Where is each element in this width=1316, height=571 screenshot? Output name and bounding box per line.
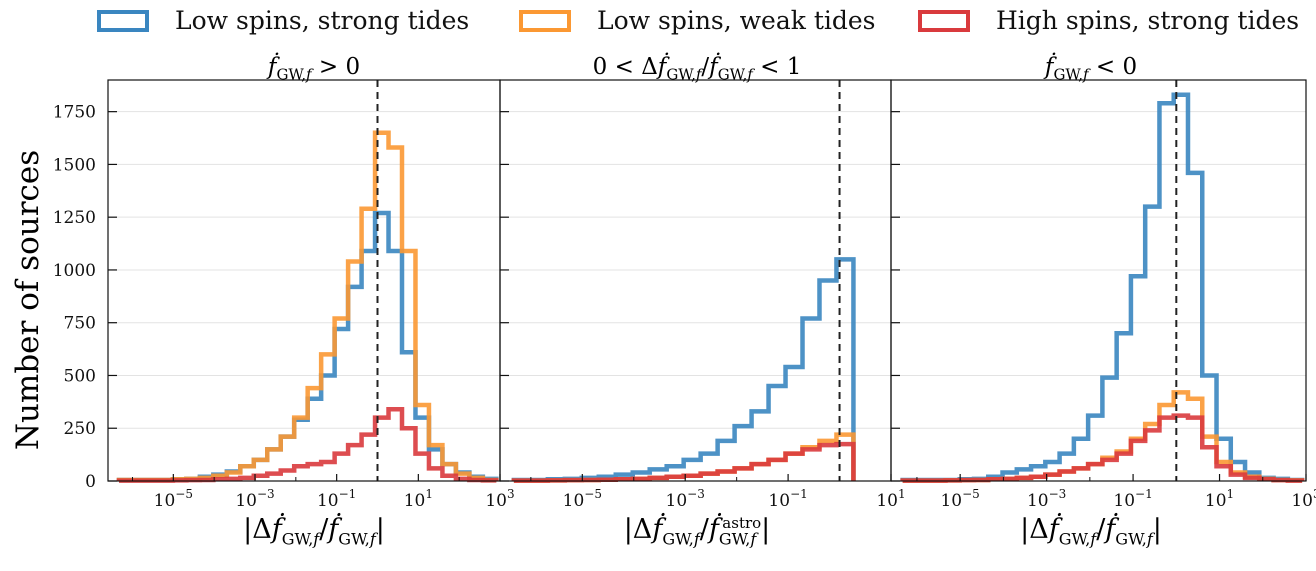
y-tick-label: 1500 [53, 155, 96, 175]
panel-3-frame [890, 79, 1307, 482]
x-tick-label: 10−5 [563, 487, 602, 511]
y-tick-label: 750 [64, 314, 96, 334]
y-tick-label: 250 [64, 419, 96, 439]
panel-2-xlabel: |ΔḟGW,f/ḟGW,fastro| [623, 514, 771, 549]
histogram-series-2 [116, 130, 499, 483]
x-tick-label: 10−5 [940, 487, 979, 511]
x-tick-label: 10−3 [666, 487, 705, 511]
panel-1-xlabel: |ΔḟGW,f/ḟGW,f| [243, 514, 385, 549]
x-tick-label: 101 [404, 487, 433, 511]
histogram-series-3 [116, 406, 499, 483]
panel-3-title: ḟGW,f < 0 [1044, 54, 1138, 84]
legend-label: Low spins, strong tides [175, 6, 470, 35]
legend-item-high-spins-strong-tides[interactable]: High spins, strong tides [918, 6, 1299, 35]
histogram-series-1 [900, 92, 1305, 483]
x-tick-label: 10−1 [1113, 487, 1152, 511]
y-tick-label: 1000 [53, 261, 96, 281]
legend-item-low-spins-strong-tides[interactable]: Low spins, strong tides [97, 6, 469, 35]
panel-1-title: ḟGW,f > 0 [267, 54, 361, 84]
x-tick-label: 103 [485, 487, 514, 511]
histogram-series-3 [900, 413, 1305, 483]
x-tick-label: 10−3 [235, 487, 274, 511]
legend-label: Low spins, weak tides [597, 6, 876, 35]
legend-swatch-orange [519, 9, 571, 32]
x-tick-label: 103 [1291, 487, 1316, 511]
legend-swatch-red [918, 9, 970, 32]
y-tick-label: 1750 [53, 103, 96, 123]
legend: Low spins, strong tides Low spins, weak … [0, 0, 1316, 44]
x-tick-label: 10−1 [317, 487, 356, 511]
x-tick-label: 10−5 [154, 487, 193, 511]
panel-2-title: 0 < ΔḟGW,f/ḟGW,f < 1 [592, 54, 802, 84]
legend-item-low-spins-weak-tides[interactable]: Low spins, weak tides [519, 6, 876, 35]
histogram-series-1 [116, 210, 499, 483]
x-tick-label: 10−1 [768, 487, 807, 511]
x-tick-label: 101 [1205, 487, 1234, 511]
x-tick-label: 101 [876, 487, 905, 511]
panel-3-xlabel: |ΔḟGW,f/ḟGW,f| [1020, 514, 1162, 549]
x-tick-label: 10−3 [1027, 487, 1066, 511]
y-tick-label: 0 [85, 472, 96, 492]
legend-swatch-blue [97, 9, 149, 32]
histogram-series-3 [511, 441, 856, 483]
legend-label: High spins, strong tides [996, 6, 1300, 35]
y-tick-label: 1250 [53, 208, 96, 228]
y-tick-label: 500 [64, 366, 96, 386]
